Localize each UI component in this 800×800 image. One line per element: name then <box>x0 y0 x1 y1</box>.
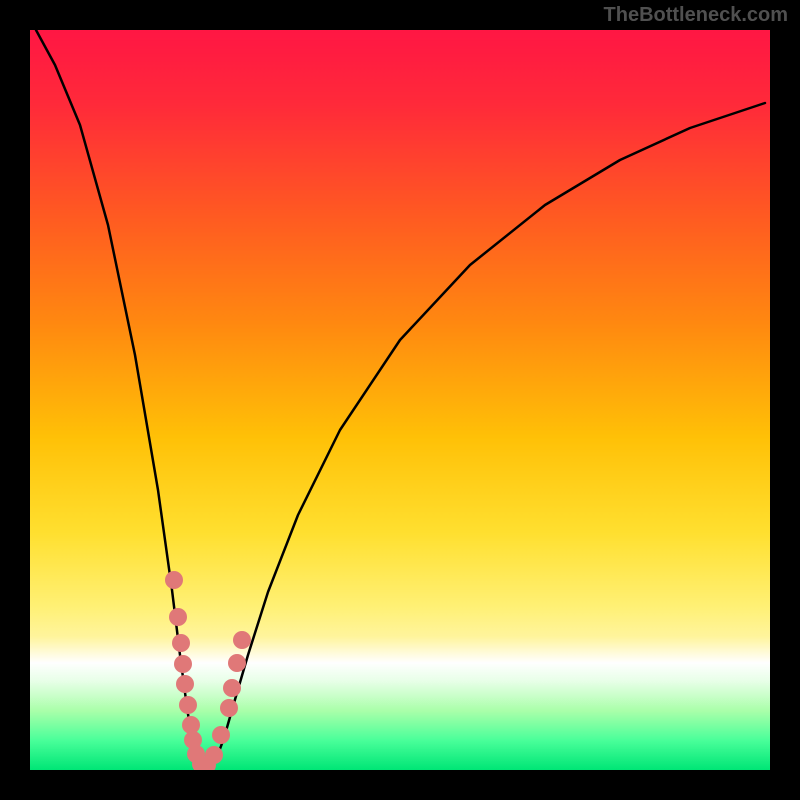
data-marker <box>212 726 230 744</box>
data-marker <box>233 631 251 649</box>
data-marker <box>220 699 238 717</box>
data-marker <box>169 608 187 626</box>
data-marker <box>172 634 190 652</box>
curve-layer <box>30 30 770 770</box>
data-marker <box>165 571 183 589</box>
marker-group <box>165 571 251 770</box>
data-marker <box>176 675 194 693</box>
data-marker <box>179 696 197 714</box>
bottleneck-curve <box>36 30 765 768</box>
watermark-text: TheBottleneck.com <box>604 4 788 27</box>
data-marker <box>228 654 246 672</box>
data-marker <box>223 679 241 697</box>
plot-area <box>30 30 770 770</box>
data-marker <box>205 746 223 764</box>
data-marker <box>174 655 192 673</box>
